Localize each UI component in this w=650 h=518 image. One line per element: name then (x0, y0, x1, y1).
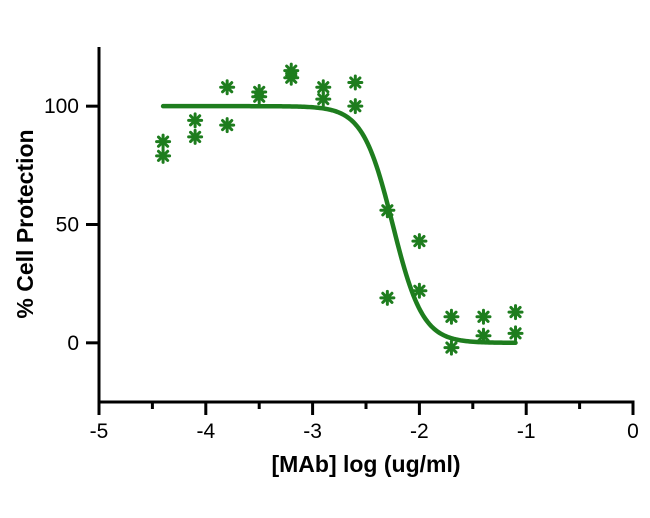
data-point (315, 91, 332, 108)
y-tick-label: 100 (44, 95, 79, 118)
data-point (347, 98, 364, 115)
data-point (443, 308, 460, 325)
y-axis-title: % Cell Protection (12, 129, 38, 318)
data-point (187, 112, 204, 129)
data-point (507, 304, 524, 321)
data-point (411, 233, 428, 250)
data-point (187, 128, 204, 145)
tick-labels: -5 -4 -3 -2 -1 0 0 50 100 (44, 95, 639, 443)
data-point (251, 88, 268, 105)
x-tick-label: -4 (196, 420, 215, 443)
data-points (155, 62, 524, 356)
data-point (379, 289, 396, 306)
axes (97, 47, 635, 404)
x-tick-label: -2 (410, 420, 429, 443)
y-tick-label: 0 (67, 332, 79, 355)
x-tick-label: 0 (627, 420, 639, 443)
x-tick-label: -1 (517, 420, 536, 443)
data-point (155, 133, 172, 150)
ticks (86, 104, 635, 415)
data-point (379, 202, 396, 219)
x-tick-label: -5 (90, 420, 109, 443)
data-point (155, 147, 172, 164)
data-point (411, 282, 428, 299)
data-point (347, 74, 364, 91)
data-point (507, 325, 524, 342)
x-tick-label: -3 (303, 420, 322, 443)
x-axis-title: [MAb] log (ug/ml) (271, 451, 460, 477)
y-tick-label: 50 (56, 214, 79, 237)
data-point (283, 69, 300, 86)
data-point (475, 327, 492, 344)
data-point (219, 117, 236, 134)
data-point (219, 79, 236, 96)
fit-curve (160, 103, 518, 346)
data-point (475, 308, 492, 325)
data-point (443, 339, 460, 356)
